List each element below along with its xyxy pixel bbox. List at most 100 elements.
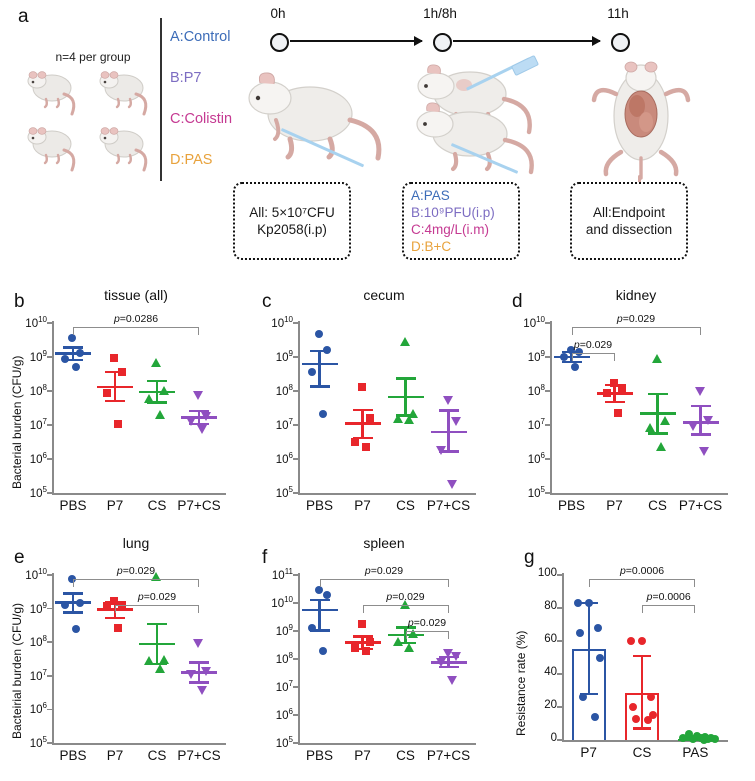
y-tick-label-b: 108 bbox=[29, 383, 47, 398]
x-tick-label-e-p7-cs: P7+CS bbox=[177, 748, 221, 763]
data-point-pas bbox=[679, 734, 688, 743]
protocol-box-1h8h: A:PAS B:10⁹PFU(i.p) C:4mg/L(i.m) D:B+C bbox=[402, 182, 520, 260]
data-point-b-cs bbox=[155, 410, 165, 420]
y-tick-b bbox=[47, 458, 52, 460]
data-point-c-cs bbox=[403, 415, 414, 425]
error-cap-bottom-c-pbs bbox=[309, 385, 330, 388]
significance-bracket-f-2 bbox=[405, 631, 449, 639]
error-cap-top-c-p7+cs bbox=[438, 409, 459, 412]
x-tick-label-c-p7: P7 bbox=[354, 498, 371, 513]
significance-bracket-b-0 bbox=[73, 327, 199, 335]
data-point-e-cs bbox=[159, 654, 169, 664]
data-point-d-p7+cs bbox=[698, 447, 709, 457]
data-point-f-pbs bbox=[318, 647, 327, 656]
x-axis-d bbox=[550, 493, 728, 495]
y-tick-b bbox=[47, 390, 52, 392]
y-tick-d bbox=[545, 458, 550, 460]
timeline-arrow-1 bbox=[290, 36, 423, 46]
panel-f-spleen: f spleen 105 106 107 108 109 1010 1011 PBS P7 CS P7+… bbox=[252, 535, 504, 781]
data-point-pas bbox=[689, 735, 698, 744]
error-cap-bottom-c-p7+cs bbox=[438, 450, 459, 453]
panel-d-kidney: d kidney 105 106 107 108 109 1010 PBS P7 CS P7+CS p=… bbox=[504, 285, 755, 547]
y-tick-label-g: 0 bbox=[550, 732, 557, 744]
p-value-label-b-0: p=0.0286 bbox=[113, 313, 159, 325]
x-tick-label-c-p7-cs: P7+CS bbox=[426, 498, 471, 513]
data-point-pas bbox=[704, 734, 713, 743]
data-point-f-p7+cs bbox=[442, 648, 453, 658]
x-tick-label-f-p7: P7 bbox=[354, 748, 371, 763]
panel-title-b: tissue (all) bbox=[104, 287, 168, 303]
y-tick-label-d: 109 bbox=[527, 349, 545, 364]
error-cap-bottom-d-p7 bbox=[604, 400, 625, 404]
y-tick-g bbox=[557, 607, 562, 609]
y-tick-c bbox=[293, 390, 298, 392]
protocol-box-0h-line2: Kp2058(i.p) bbox=[257, 222, 327, 237]
data-point-b-pbs bbox=[76, 348, 84, 357]
data-point-e-p7 bbox=[110, 597, 118, 606]
panel-e-lung: e lung Bacteirial burden (CFU/g) 105 106 107 1… bbox=[0, 535, 252, 781]
y-tick-d bbox=[545, 424, 550, 426]
data-point-b-p7 bbox=[103, 389, 111, 398]
data-point-f-p7+cs bbox=[446, 675, 457, 685]
data-point-d-p7 bbox=[613, 409, 622, 418]
y-axis-f bbox=[298, 573, 300, 743]
protocol-box-1h8h-line-a: A:PAS bbox=[411, 188, 450, 203]
panel-title-d: kidney bbox=[615, 287, 657, 303]
timepoint-label-0h: 0h bbox=[270, 6, 286, 21]
y-tick-label-g: 80 bbox=[544, 600, 557, 612]
group-divider bbox=[160, 18, 162, 181]
error-cap-bottom-d-pbs bbox=[561, 360, 582, 363]
x-tick-label-d-p7-cs: P7+CS bbox=[678, 498, 723, 513]
data-point-cs bbox=[627, 637, 635, 645]
error-bar-e-p7 bbox=[113, 602, 117, 618]
y-tick-label-c: 108 bbox=[275, 383, 293, 398]
y-tick-g bbox=[557, 640, 562, 642]
data-point-b-p7+cs bbox=[193, 391, 203, 401]
error-cap-top-d-p7+cs bbox=[690, 405, 711, 408]
data-point-cs bbox=[649, 711, 657, 720]
significance-bracket-e-1 bbox=[115, 605, 199, 613]
y-tick-label-b: 106 bbox=[29, 451, 47, 466]
y-tick-label-f: 109 bbox=[275, 623, 293, 638]
y-axis-label-g: Resistance rate (%) bbox=[514, 630, 528, 736]
significance-bracket-f-0 bbox=[319, 579, 449, 587]
y-tick-f bbox=[293, 658, 298, 660]
significance-bracket-f-1 bbox=[362, 605, 449, 613]
error-cap-bottom-b-p7+cs bbox=[189, 422, 209, 426]
protocol-box-1h8h-line-b: B:10⁹PFU(i.p) bbox=[411, 205, 495, 220]
significance-bracket-g-1 bbox=[642, 605, 696, 613]
panel-title-f: spleen bbox=[363, 535, 405, 551]
data-point-e-cs bbox=[144, 656, 154, 666]
panel-letter-e: e bbox=[14, 547, 25, 568]
panel-g-resistance: g Resistance rate (%) 0 20 40 60 80 100 P7 CS PAS p… bbox=[504, 547, 755, 781]
error-cap-top-c-cs bbox=[395, 377, 416, 380]
data-point-b-p7 bbox=[114, 419, 122, 428]
data-point-cs bbox=[632, 714, 640, 723]
y-tick-d bbox=[545, 322, 550, 324]
y-tick-label-d: 1010 bbox=[523, 315, 545, 330]
data-point-f-pbs bbox=[307, 623, 316, 632]
y-tick-f bbox=[293, 686, 298, 688]
p-value-label-g-1: p=0.0006 bbox=[646, 591, 691, 603]
y-tick-c bbox=[293, 492, 298, 494]
data-point-p7 bbox=[575, 628, 584, 637]
data-point-d-cs bbox=[659, 416, 670, 426]
data-point-b-cs bbox=[151, 358, 161, 368]
y-tick-e bbox=[47, 742, 52, 744]
x-tick-label-d-pbs: PBS bbox=[557, 498, 585, 513]
data-point-b-p7+cs bbox=[197, 424, 207, 434]
y-tick-label-c: 106 bbox=[275, 451, 293, 466]
data-point-b-cs bbox=[144, 393, 154, 403]
y-tick-label-c: 107 bbox=[275, 417, 293, 432]
p-value-label-f-0: p=0.029 bbox=[364, 565, 404, 577]
data-point-f-cs bbox=[392, 637, 403, 647]
y-tick-label-b: 105 bbox=[29, 485, 47, 500]
data-point-f-cs bbox=[403, 643, 414, 653]
data-point-b-p7+cs bbox=[186, 417, 196, 427]
error-bar-b-cs bbox=[155, 380, 159, 403]
error-cap-bottom-d-cs bbox=[647, 432, 668, 435]
timepoint-marker-1h8h bbox=[433, 33, 452, 52]
protocol-box-0h-line1: All: 5×10⁷CFU bbox=[249, 205, 335, 220]
y-tick-label-g: 60 bbox=[544, 633, 557, 645]
panel-letter-a: a bbox=[18, 6, 29, 27]
